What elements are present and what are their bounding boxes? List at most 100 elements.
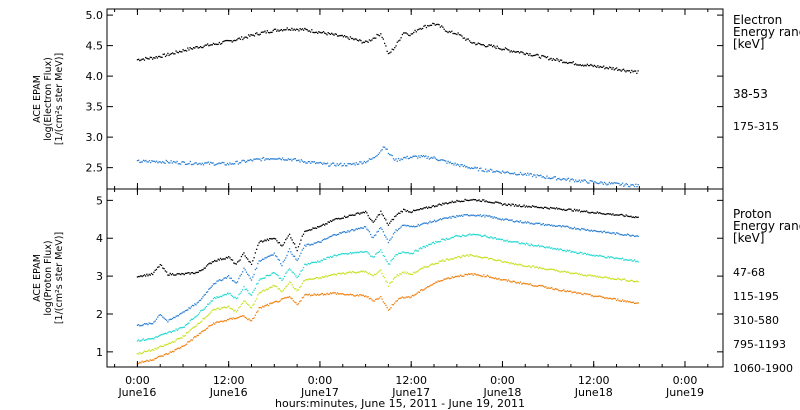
data-point bbox=[602, 231, 605, 233]
data-point bbox=[304, 27, 306, 30]
data-point bbox=[214, 308, 216, 311]
data-point bbox=[617, 277, 619, 279]
data-point bbox=[548, 246, 550, 248]
data-point bbox=[285, 238, 287, 241]
data-point bbox=[626, 300, 629, 302]
data-point bbox=[537, 244, 540, 246]
data-point bbox=[348, 252, 350, 255]
data-point bbox=[338, 217, 340, 220]
data-point bbox=[238, 294, 240, 296]
data-point bbox=[324, 276, 326, 278]
data-point bbox=[495, 170, 498, 172]
data-point bbox=[633, 259, 636, 261]
data-point bbox=[221, 320, 223, 322]
data-point bbox=[637, 261, 639, 263]
data-point bbox=[237, 37, 239, 40]
data-point bbox=[318, 31, 320, 33]
data-point bbox=[472, 198, 474, 201]
data-point bbox=[490, 201, 492, 204]
data-point bbox=[573, 208, 576, 211]
data-point bbox=[533, 174, 535, 176]
data-point bbox=[461, 35, 463, 37]
data-point bbox=[485, 214, 487, 217]
data-point bbox=[176, 338, 178, 340]
data-point bbox=[182, 161, 184, 163]
data-point bbox=[215, 43, 217, 45]
data-point bbox=[354, 229, 356, 231]
data-point bbox=[529, 172, 531, 175]
data-point bbox=[207, 43, 209, 45]
data-point bbox=[338, 253, 340, 256]
data-point bbox=[474, 215, 477, 217]
data-point bbox=[295, 159, 298, 162]
data-point bbox=[619, 257, 621, 260]
data-point bbox=[472, 255, 474, 257]
data-point bbox=[409, 273, 411, 275]
data-point bbox=[581, 179, 583, 181]
data-point bbox=[268, 158, 271, 161]
data-point bbox=[466, 38, 468, 40]
data-point bbox=[260, 240, 263, 242]
data-point bbox=[211, 309, 213, 312]
data-point bbox=[595, 295, 597, 298]
data-point bbox=[548, 208, 550, 210]
data-point bbox=[385, 304, 387, 307]
series-38-53 bbox=[136, 22, 639, 75]
data-point bbox=[426, 157, 428, 159]
data-point bbox=[363, 295, 366, 298]
data-point bbox=[363, 226, 366, 228]
data-point bbox=[243, 300, 245, 302]
data-point bbox=[582, 274, 584, 277]
data-point bbox=[578, 228, 581, 231]
data-point bbox=[582, 228, 584, 230]
data-point bbox=[496, 45, 498, 47]
data-point bbox=[276, 30, 278, 32]
data-point bbox=[255, 311, 258, 314]
data-point bbox=[466, 274, 469, 276]
data-point bbox=[401, 224, 404, 227]
data-point bbox=[339, 34, 341, 37]
data-point bbox=[469, 167, 471, 170]
data-point bbox=[400, 273, 402, 275]
data-point bbox=[473, 167, 475, 170]
data-point bbox=[271, 254, 273, 256]
data-point bbox=[370, 40, 372, 42]
data-point bbox=[636, 260, 638, 262]
data-point bbox=[499, 171, 501, 174]
data-point bbox=[328, 274, 330, 277]
data-point bbox=[503, 261, 505, 263]
data-point bbox=[349, 293, 352, 295]
data-point bbox=[247, 303, 249, 306]
data-point bbox=[168, 331, 170, 333]
data-point bbox=[343, 230, 346, 233]
data-point bbox=[373, 234, 376, 237]
data-point bbox=[431, 156, 433, 159]
data-point bbox=[559, 290, 561, 292]
data-point bbox=[443, 159, 446, 162]
data-point bbox=[624, 234, 626, 236]
data-point bbox=[323, 162, 325, 164]
data-point bbox=[285, 286, 287, 288]
data-point bbox=[215, 297, 217, 300]
data-point bbox=[378, 270, 381, 272]
data-point bbox=[457, 255, 459, 258]
data-point bbox=[418, 268, 421, 271]
data-point bbox=[158, 161, 160, 163]
data-point bbox=[195, 46, 197, 48]
data-point bbox=[492, 259, 494, 261]
data-point bbox=[245, 302, 248, 304]
data-point bbox=[415, 209, 417, 212]
data-point bbox=[391, 218, 393, 221]
data-point bbox=[567, 226, 570, 228]
data-point bbox=[460, 275, 463, 277]
data-point bbox=[401, 251, 404, 253]
data-point bbox=[165, 271, 168, 273]
data-point bbox=[301, 297, 303, 299]
data-point bbox=[623, 234, 625, 236]
data-point bbox=[493, 216, 495, 218]
data-point bbox=[307, 30, 309, 32]
data-point bbox=[182, 345, 184, 347]
data-point bbox=[187, 341, 189, 343]
data-point bbox=[565, 209, 567, 212]
data-point bbox=[391, 48, 393, 50]
